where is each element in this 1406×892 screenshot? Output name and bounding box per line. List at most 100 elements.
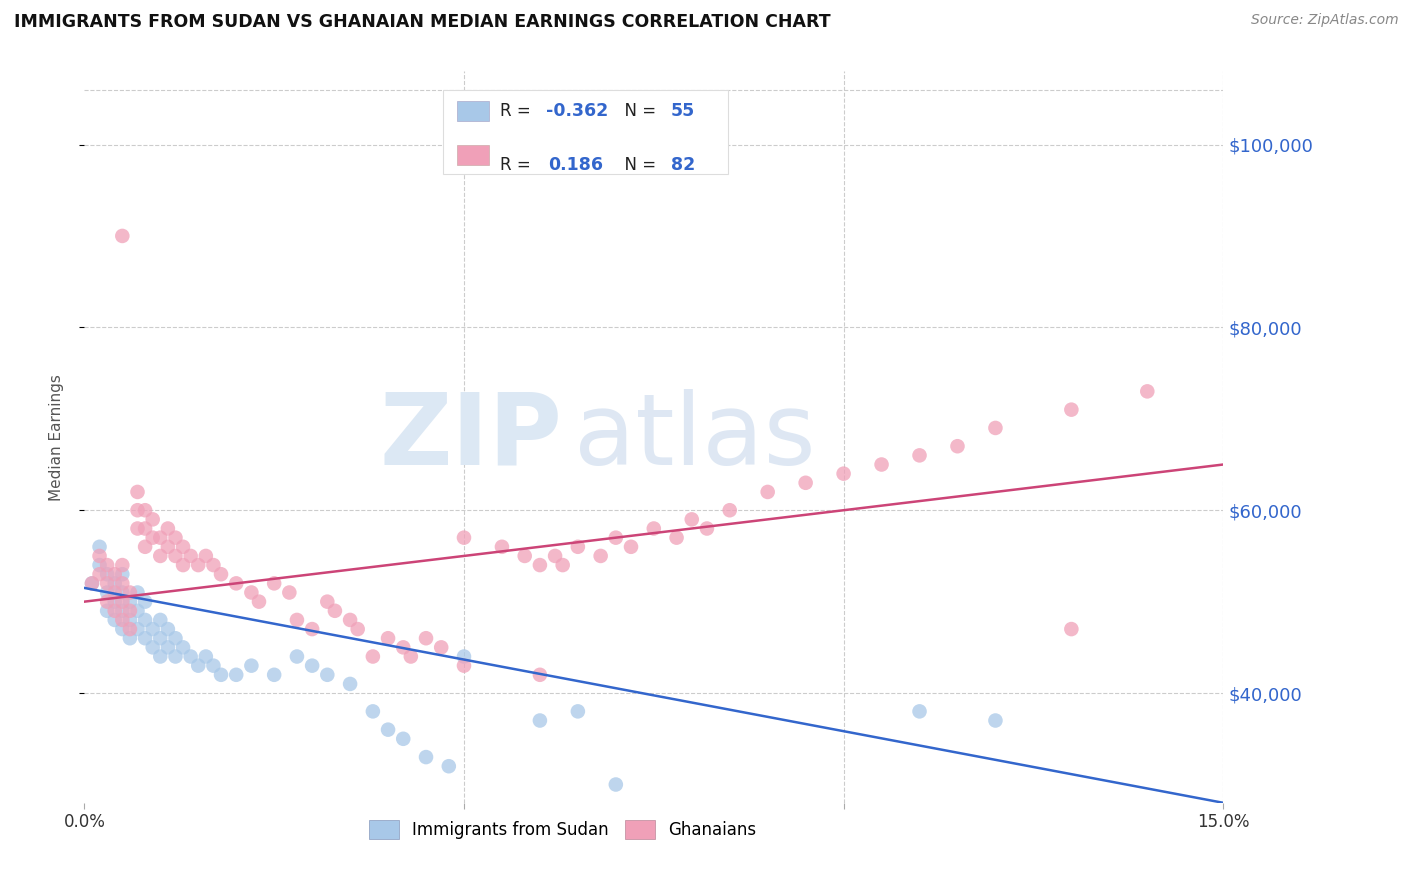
Point: [165, 531, 187, 545]
Point: [567, 540, 589, 554]
Point: [908, 704, 931, 718]
Point: [544, 549, 567, 563]
Point: [104, 585, 127, 599]
Point: [240, 585, 263, 599]
Point: [134, 521, 156, 535]
Point: [665, 531, 688, 545]
Point: [104, 613, 127, 627]
Point: [111, 585, 134, 599]
Point: [453, 658, 475, 673]
Y-axis label: Median Earnings: Median Earnings: [49, 374, 63, 500]
FancyBboxPatch shape: [457, 145, 489, 165]
Point: [172, 540, 194, 554]
Point: [127, 585, 149, 599]
Point: [127, 521, 149, 535]
Point: [361, 649, 384, 664]
Point: [301, 622, 323, 636]
Point: [984, 714, 1007, 728]
Point: [134, 613, 156, 627]
Point: [156, 622, 179, 636]
Point: [118, 613, 141, 627]
Point: [263, 576, 285, 591]
Point: [111, 604, 134, 618]
Text: 0.186: 0.186: [548, 156, 603, 174]
Point: [620, 540, 643, 554]
Point: [756, 484, 779, 499]
Point: [285, 613, 308, 627]
Point: [399, 649, 422, 664]
Point: [149, 549, 172, 563]
Point: [156, 640, 179, 655]
Point: [134, 594, 156, 608]
Point: [794, 475, 817, 490]
Point: [529, 667, 551, 681]
Point: [118, 594, 141, 608]
Point: [316, 667, 339, 681]
Point: [1136, 384, 1159, 399]
Point: [165, 549, 187, 563]
Point: [567, 704, 589, 718]
Point: [832, 467, 855, 481]
Point: [142, 622, 165, 636]
Point: [209, 667, 232, 681]
Point: [453, 649, 475, 664]
Point: [149, 649, 172, 664]
Point: [589, 549, 612, 563]
Point: [111, 613, 134, 627]
Point: [96, 585, 118, 599]
Point: [96, 604, 118, 618]
Point: [225, 576, 247, 591]
Point: [127, 503, 149, 517]
Point: [149, 531, 172, 545]
Point: [247, 594, 270, 608]
Point: [1060, 622, 1083, 636]
Point: [172, 558, 194, 573]
Text: atlas: atlas: [574, 389, 815, 485]
Text: ZIP: ZIP: [380, 389, 562, 485]
Point: [89, 540, 111, 554]
Point: [323, 604, 346, 618]
Text: IMMIGRANTS FROM SUDAN VS GHANAIAN MEDIAN EARNINGS CORRELATION CHART: IMMIGRANTS FROM SUDAN VS GHANAIAN MEDIAN…: [14, 13, 831, 31]
Text: R =: R =: [501, 156, 541, 174]
Point: [96, 576, 118, 591]
Legend: Immigrants from Sudan, Ghanaians: Immigrants from Sudan, Ghanaians: [361, 814, 763, 846]
Point: [104, 594, 127, 608]
Point: [89, 567, 111, 582]
Point: [301, 658, 323, 673]
Point: [111, 576, 134, 591]
Text: N =: N =: [614, 156, 661, 174]
Point: [718, 503, 741, 517]
Point: [111, 622, 134, 636]
Point: [118, 631, 141, 645]
Point: [377, 631, 399, 645]
Point: [278, 585, 301, 599]
Point: [96, 594, 118, 608]
Point: [111, 594, 134, 608]
Point: [415, 750, 437, 764]
Point: [134, 503, 156, 517]
Point: [80, 576, 103, 591]
Point: [104, 567, 127, 582]
Point: [339, 677, 361, 691]
Text: -0.362: -0.362: [546, 102, 607, 120]
Point: [392, 731, 415, 746]
Point: [453, 531, 475, 545]
Point: [142, 512, 165, 526]
Text: N =: N =: [614, 102, 661, 120]
Point: [165, 631, 187, 645]
Point: [346, 622, 368, 636]
Point: [89, 549, 111, 563]
Point: [946, 439, 969, 453]
Point: [908, 448, 931, 462]
Point: [1060, 402, 1083, 417]
Point: [225, 667, 247, 681]
Point: [870, 458, 893, 472]
Point: [165, 649, 187, 664]
Point: [180, 649, 202, 664]
Point: [142, 531, 165, 545]
Point: [127, 622, 149, 636]
Point: [984, 421, 1007, 435]
Point: [681, 512, 703, 526]
Point: [104, 604, 127, 618]
Point: [187, 658, 209, 673]
